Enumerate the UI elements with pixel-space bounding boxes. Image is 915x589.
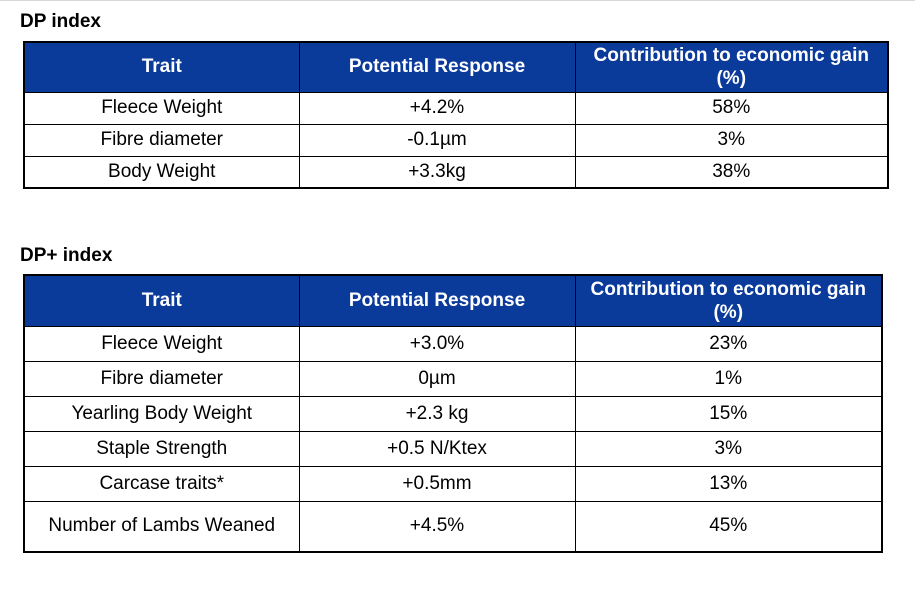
- header-potential-response: Potential Response: [298, 41, 576, 93]
- header-trait: Trait: [23, 41, 300, 93]
- contribution-cell: 3%: [574, 430, 883, 467]
- table-row: Body Weight +3.3kg 38%: [23, 155, 889, 189]
- header-contribution: Contribution to economic gain (%): [574, 41, 889, 93]
- table-row: Fleece Weight +4.2% 58%: [23, 91, 889, 125]
- table-row: Staple Strength +0.5 N/Ktex 3%: [23, 430, 883, 467]
- contribution-cell: 38%: [574, 155, 889, 189]
- response-cell: -0.1µm: [298, 123, 576, 157]
- header-contribution: Contribution to economic gain (%): [574, 274, 883, 327]
- response-cell: +4.2%: [298, 91, 576, 125]
- contribution-cell: 3%: [574, 123, 889, 157]
- dp-plus-index-table: Trait Potential Response Contribution to…: [23, 274, 883, 553]
- contribution-cell: 15%: [574, 395, 883, 432]
- contribution-cell: 23%: [574, 325, 883, 362]
- response-cell: +3.3kg: [298, 155, 576, 189]
- table-header-row: Trait Potential Response Contribution to…: [23, 41, 889, 93]
- trait-cell: Fleece Weight: [23, 325, 300, 362]
- trait-cell: Body Weight: [23, 155, 300, 189]
- header-potential-response: Potential Response: [298, 274, 576, 327]
- response-cell: +0.5 N/Ktex: [298, 430, 576, 467]
- table-row: Fibre diameter -0.1µm 3%: [23, 123, 889, 157]
- table-header-row: Trait Potential Response Contribution to…: [23, 274, 883, 327]
- table-row: Carcase traits* +0.5mm 13%: [23, 465, 883, 502]
- trait-cell: Fleece Weight: [23, 91, 300, 125]
- trait-cell: Staple Strength: [23, 430, 300, 467]
- dp-index-title: DP index: [20, 11, 101, 32]
- trait-cell: Number of Lambs Weaned: [23, 500, 300, 553]
- response-cell: 0µm: [298, 360, 576, 397]
- trait-cell: Fibre diameter: [23, 360, 300, 397]
- response-cell: +0.5mm: [298, 465, 576, 502]
- table-row: Fleece Weight +3.0% 23%: [23, 325, 883, 362]
- trait-cell: Carcase traits*: [23, 465, 300, 502]
- response-cell: +3.0%: [298, 325, 576, 362]
- trait-cell: Fibre diameter: [23, 123, 300, 157]
- response-cell: +4.5%: [298, 500, 576, 553]
- dp-index-table: Trait Potential Response Contribution to…: [23, 41, 889, 189]
- table-row: Number of Lambs Weaned +4.5% 45%: [23, 500, 883, 553]
- dp-plus-index-title: DP+ index: [20, 245, 113, 266]
- trait-cell: Yearling Body Weight: [23, 395, 300, 432]
- contribution-cell: 13%: [574, 465, 883, 502]
- table-row: Fibre diameter 0µm 1%: [23, 360, 883, 397]
- response-cell: +2.3 kg: [298, 395, 576, 432]
- contribution-cell: 1%: [574, 360, 883, 397]
- table-row: Yearling Body Weight +2.3 kg 15%: [23, 395, 883, 432]
- header-trait: Trait: [23, 274, 300, 327]
- top-divider: [0, 0, 915, 1]
- contribution-cell: 45%: [574, 500, 883, 553]
- contribution-cell: 58%: [574, 91, 889, 125]
